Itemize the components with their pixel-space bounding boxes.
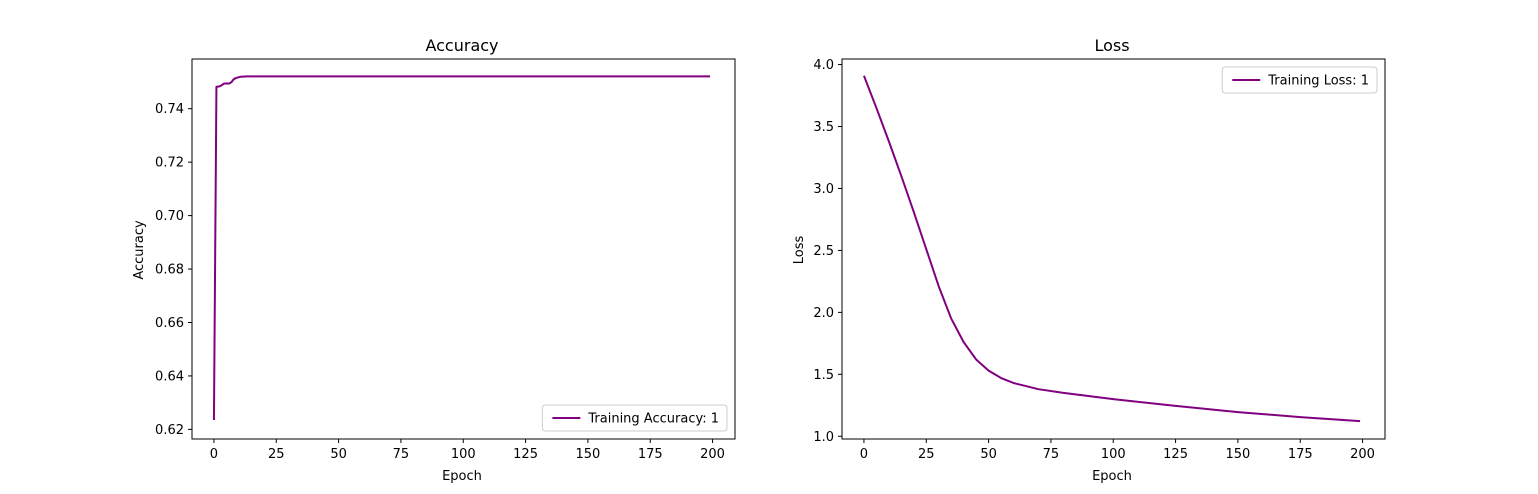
accuracy-x-tick-label: 25 (268, 447, 285, 462)
accuracy-ticks: 0 25 50 75 100 125 150 175 200 0.62 0.64 0.66 0.68 0.… (155, 102, 725, 462)
loss-y-tick-label: 1.5 (813, 368, 834, 383)
loss-y-tick-label: 3.5 (813, 120, 834, 135)
loss-x-tick-label: 0 (860, 447, 868, 462)
loss-x-tick-label: 50 (980, 447, 997, 462)
accuracy-x-axis-label: Epoch (442, 469, 482, 484)
loss-y-tick-label: 2.5 (813, 244, 834, 259)
accuracy-x-tick-label: 50 (330, 447, 347, 462)
accuracy-y-tick-label: 0.66 (155, 316, 184, 331)
loss-ticks: 0 25 50 75 100 125 150 175 200 1.0 1.5 2.0 2.5 3.0 3.5… (813, 58, 1375, 462)
accuracy-x-tick-label: 100 (451, 447, 476, 462)
accuracy-x-tick-label: 75 (393, 447, 410, 462)
accuracy-x-tick-label: 200 (700, 447, 725, 462)
loss-x-tick-label: 100 (1101, 447, 1126, 462)
accuracy-legend: Training Accuracy: 1 (541, 404, 728, 432)
accuracy-x-tick-label: 175 (638, 447, 663, 462)
loss-x-tick-label: 150 (1225, 447, 1250, 462)
loss-series-line-0 (863, 75, 1361, 423)
loss-y-tick-label: 3.0 (813, 182, 834, 197)
accuracy-y-tick-label: 0.64 (155, 369, 184, 384)
loss-chart: Loss Epoch Loss 0 25 50 75 100 125 150 175 200 1.… (792, 36, 1386, 484)
accuracy-x-tick-label: 150 (575, 447, 600, 462)
loss-x-tick-label: 125 (1163, 447, 1188, 462)
accuracy-x-tick-label: 125 (513, 447, 538, 462)
loss-y-tick-label: 1.0 (813, 430, 834, 445)
accuracy-chart-title: Accuracy (425, 36, 498, 55)
loss-x-tick-label: 200 (1350, 447, 1375, 462)
loss-legend-label: Training Loss: 1 (1267, 74, 1369, 89)
accuracy-y-tick-label: 0.72 (155, 156, 184, 171)
accuracy-y-tick-label: 0.70 (155, 209, 184, 224)
loss-y-tick-label: 4.0 (813, 58, 834, 73)
accuracy-y-tick-label: 0.68 (155, 263, 184, 278)
accuracy-plot-lines (212, 75, 711, 421)
loss-x-axis-label: Epoch (1092, 469, 1132, 484)
accuracy-plot-frame (191, 58, 736, 440)
loss-y-axis-label: Loss (792, 236, 807, 265)
loss-y-tick-label: 2.0 (813, 306, 834, 321)
loss-legend-box (1221, 66, 1378, 94)
accuracy-chart: Accuracy Epoch Accuracy 0 25 50 75 100 125 150… (132, 36, 736, 484)
accuracy-legend-label: Training Accuracy: 1 (587, 412, 719, 427)
loss-plot-lines (863, 75, 1361, 423)
loss-plot-frame (841, 58, 1386, 440)
loss-x-tick-label: 75 (1043, 447, 1060, 462)
accuracy-y-axis-label: Accuracy (132, 220, 147, 280)
accuracy-x-tick-label: 0 (210, 447, 218, 462)
loss-x-tick-label: 175 (1288, 447, 1313, 462)
accuracy-series-line-0 (212, 75, 711, 421)
accuracy-legend-box (541, 404, 728, 432)
loss-legend: Training Loss: 1 (1221, 66, 1378, 94)
accuracy-y-tick-label: 0.74 (155, 102, 184, 117)
accuracy-y-tick-label: 0.62 (155, 423, 184, 438)
loss-chart-title: Loss (1094, 36, 1129, 55)
loss-x-tick-label: 25 (918, 447, 935, 462)
